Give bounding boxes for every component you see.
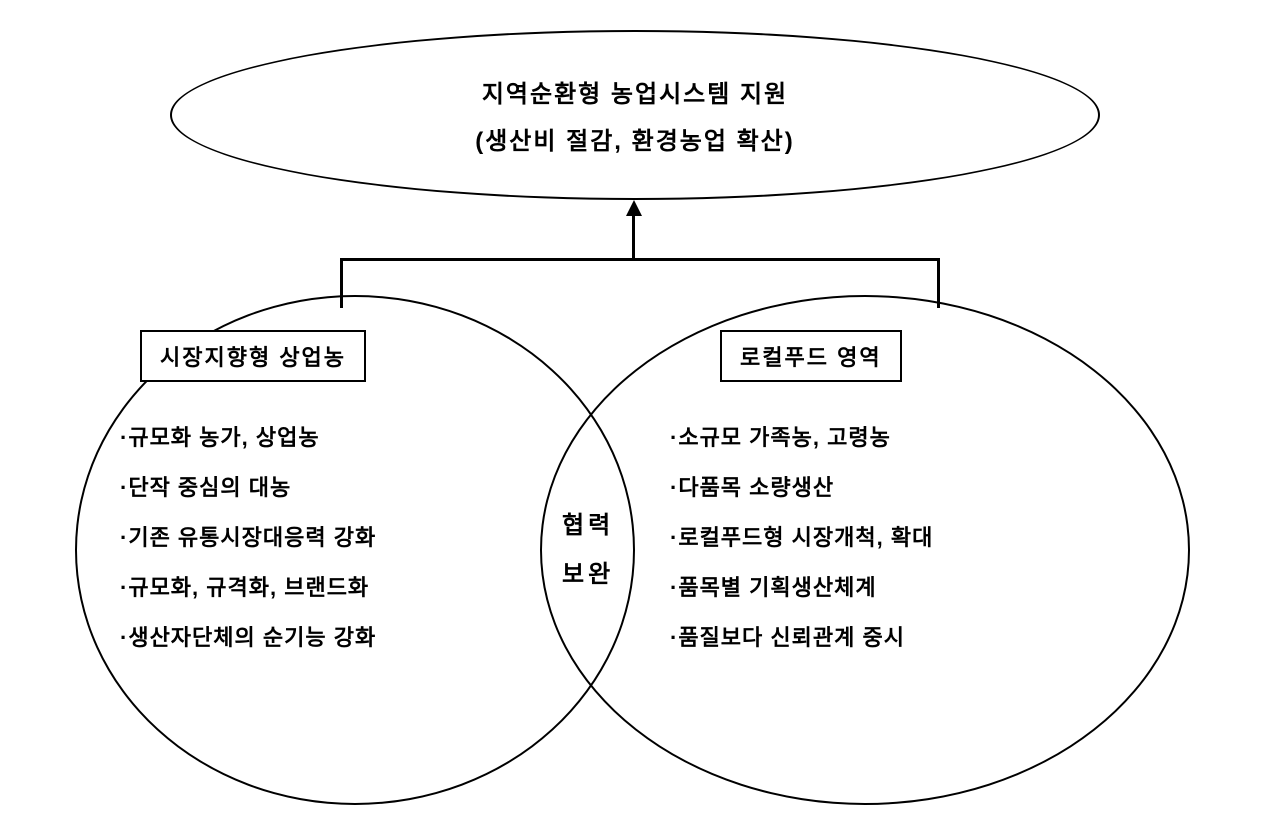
list-item: ·품목별 기획생산체계 [670, 570, 933, 602]
top-title-line2: (생산비 절감, 환경농업 확산) [475, 121, 795, 156]
left-label-text: 시장지향형 상업농 [160, 345, 346, 370]
list-item: ·소규모 가족농, 고령농 [670, 420, 933, 452]
list-item: ·규모화, 규격화, 브랜드화 [120, 570, 376, 602]
list-item: ·생산자단체의 순기능 강화 [120, 620, 376, 652]
left-bullet-list: ·규모화 농가, 상업농 ·단작 중심의 대농 ·기존 유통시장대응력 강화 ·… [120, 420, 376, 670]
list-item: ·다품목 소량생산 [670, 470, 933, 502]
list-item: ·단작 중심의 대농 [120, 470, 376, 502]
top-title-line1: 지역순환형 농업시스템 지원 [482, 74, 788, 109]
list-item: ·품질보다 신뢰관계 중시 [670, 620, 933, 652]
center-line1: 협력 [562, 505, 614, 540]
list-item: ·로컬푸드형 시장개척, 확대 [670, 520, 933, 552]
bracket-horizontal [340, 258, 940, 261]
arrow-stem [632, 214, 635, 260]
right-bullet-list: ·소규모 가족농, 고령농 ·다품목 소량생산 ·로컬푸드형 시장개척, 확대 … [670, 420, 933, 670]
list-item: ·기존 유통시장대응력 강화 [120, 520, 376, 552]
right-label-box: 로컬푸드 영역 [720, 330, 902, 382]
left-label-box: 시장지향형 상업농 [140, 330, 366, 382]
center-overlap-text: 협력 보완 [562, 505, 614, 589]
right-label-text: 로컬푸드 영역 [740, 345, 882, 370]
center-line2: 보완 [562, 554, 614, 589]
list-item: ·규모화 농가, 상업농 [120, 420, 376, 452]
top-ellipse: 지역순환형 농업시스템 지원 (생산비 절감, 환경농업 확산) [170, 30, 1100, 200]
